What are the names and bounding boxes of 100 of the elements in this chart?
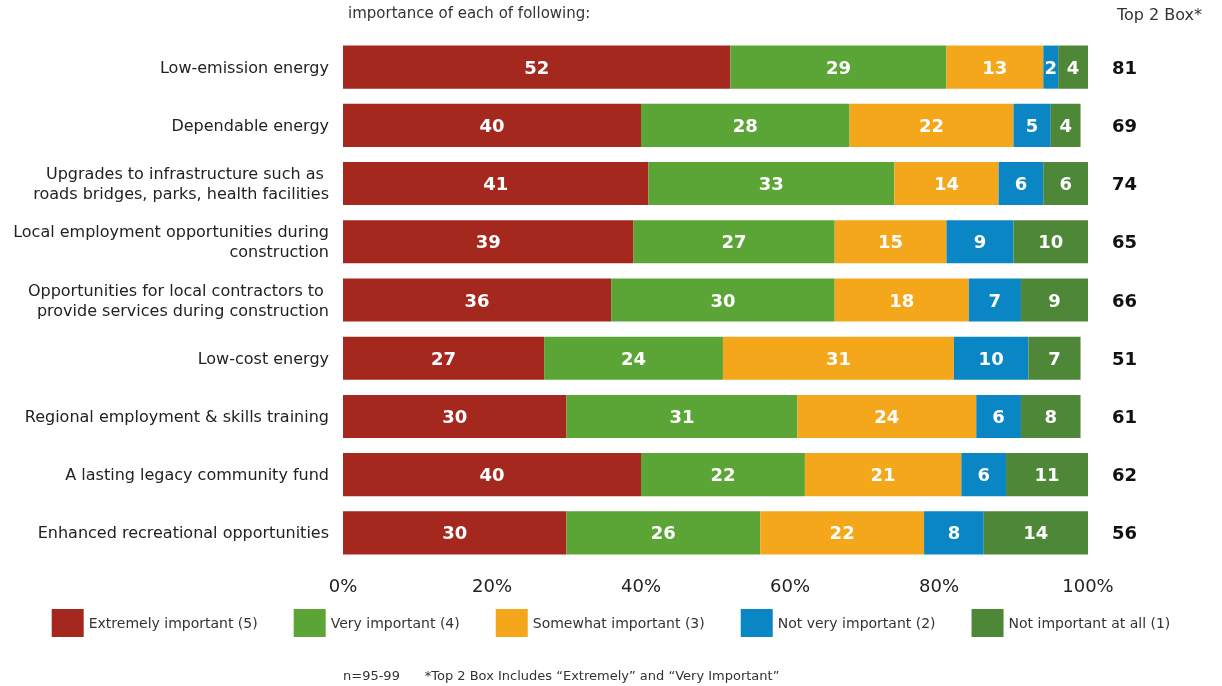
data-label: 6 [992, 405, 1005, 427]
data-label: 7 [988, 289, 1002, 311]
bar [343, 103, 641, 147]
y-tick-label: Dependable energy [171, 115, 329, 135]
legend-label: Extremely important (5) [88, 615, 258, 631]
data-label: 28 [732, 114, 758, 136]
legend-label: Not very important (2) [777, 615, 936, 631]
data-label: 22 [710, 464, 736, 486]
legend-label: Somewhat important (3) [532, 615, 705, 631]
bar [566, 511, 761, 555]
bar [1020, 394, 1081, 438]
legend-label: Very important (4) [330, 615, 460, 631]
y-tick-label: Upgrades to infrastructure such as roads bridges, parks, health facilities [33, 164, 329, 204]
data-label: 4 [1059, 114, 1072, 136]
y-tick-label: Enhanced recreational opportunities [37, 523, 329, 543]
bar [953, 336, 1029, 380]
data-label: 8 [1044, 405, 1058, 427]
x-tick-label: 0% [328, 574, 358, 596]
data-label: 22 [829, 522, 855, 544]
bar [1028, 336, 1081, 380]
data-label: 31 [825, 347, 851, 369]
data-label: 11 [1034, 464, 1060, 486]
data-label: 36 [464, 289, 490, 311]
bar [343, 162, 649, 206]
data-label: 6 [977, 464, 990, 486]
x-tick-label: 80% [918, 574, 960, 596]
bar [343, 511, 567, 555]
text: 74 [1112, 173, 1138, 195]
legend-label: Not important at all (1) [1008, 615, 1171, 631]
bar [834, 278, 969, 322]
bar [849, 103, 1014, 147]
text: 51 [1112, 347, 1138, 369]
data-label: 6 [1014, 173, 1028, 195]
data-label: 15 [878, 231, 904, 253]
data-label: 39 [475, 231, 501, 253]
data-label: 2 [1044, 56, 1058, 78]
text: 69 [1112, 114, 1138, 136]
bar [946, 45, 1044, 89]
bar [343, 394, 567, 438]
data-label: 27 [431, 347, 457, 369]
bar [343, 278, 612, 322]
data-label: 10 [978, 347, 1004, 369]
x-tick-label: 20% [471, 574, 513, 596]
bar [924, 511, 984, 555]
chart-title: importance of each of following: [348, 3, 591, 22]
text: 61 [1112, 405, 1138, 427]
data-label: 52 [524, 56, 550, 78]
bar [722, 336, 954, 380]
bar [968, 278, 1021, 322]
data-label: 24 [874, 405, 900, 427]
data-label: 9 [973, 231, 987, 253]
data-label: 14 [933, 173, 959, 195]
data-label: 5 [1025, 114, 1039, 136]
data-label: 29 [825, 56, 851, 78]
y-tick-label: Regional employment & skills training [24, 406, 329, 426]
bar [998, 162, 1044, 206]
data-label: 22 [919, 114, 945, 136]
data-label: 4 [1066, 56, 1080, 78]
bar [730, 45, 947, 89]
text: n=95-99 *Top 2 Box Includes “Extremely” and “Very Important” [343, 668, 780, 683]
bar [343, 45, 731, 89]
text: 56 [1112, 522, 1138, 544]
data-label: 18 [889, 289, 915, 311]
y-tick-label: A lasting legacy community fund [65, 465, 329, 485]
bar [641, 103, 850, 147]
bar [1058, 45, 1088, 89]
bar [611, 278, 835, 322]
bar [544, 336, 723, 380]
text: 65 [1112, 231, 1138, 253]
text: Top 2 Box* [1115, 4, 1202, 24]
x-tick-label: 60% [769, 574, 811, 596]
data-label: 13 [982, 56, 1008, 78]
data-label: 14 [1023, 522, 1049, 544]
bar [1013, 103, 1051, 147]
y-tick-label: Opportunities for local contractors to provide services during construction [27, 280, 329, 320]
data-label: 6 [1059, 173, 1072, 195]
bar [797, 394, 977, 438]
bar [566, 394, 798, 438]
data-label: 8 [947, 522, 961, 544]
text: 62 [1112, 464, 1138, 486]
bar [894, 162, 999, 206]
data-label: 27 [721, 231, 747, 253]
data-label: 21 [870, 464, 896, 486]
data-label: 33 [758, 173, 784, 195]
x-tick-label: 40% [620, 574, 662, 596]
data-label: 9 [1048, 289, 1061, 311]
x-tick-label: 100% [1062, 574, 1114, 596]
y-tick-label: Local employment opportunities during construction [13, 222, 329, 262]
bar [648, 162, 895, 206]
bar [976, 394, 1021, 438]
bar [1050, 103, 1081, 147]
data-label: 7 [1048, 347, 1061, 369]
text: 66 [1112, 289, 1138, 311]
y-tick-label: Low-cost energy [197, 348, 329, 368]
y-tick-label: Low-emission energy [159, 57, 329, 77]
data-label: 26 [650, 522, 676, 544]
data-label: 30 [442, 405, 468, 427]
text: 81 [1112, 56, 1138, 78]
bar [1006, 453, 1088, 497]
bar [343, 336, 545, 380]
